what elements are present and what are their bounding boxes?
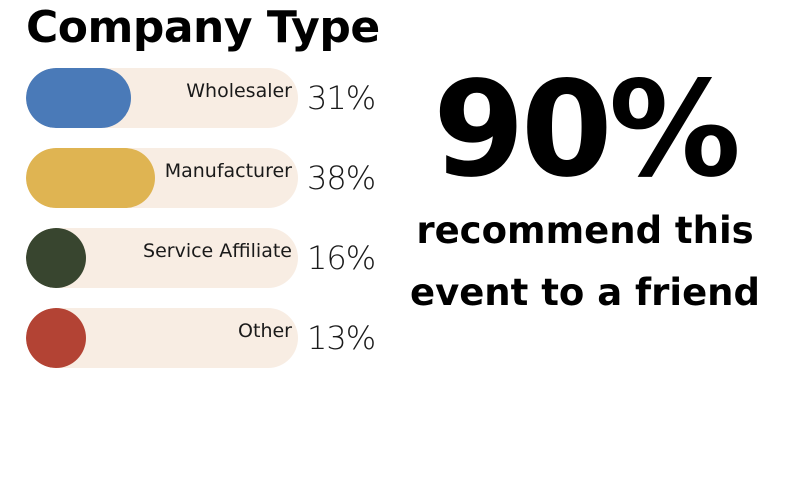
highlight-caption-line-1: recommend this bbox=[416, 209, 754, 252]
bar-row: Wholesaler 31% bbox=[26, 68, 396, 128]
bar bbox=[26, 308, 86, 368]
bar bbox=[26, 148, 156, 208]
bar-category-label: Manufacturer bbox=[164, 160, 292, 182]
bar-track: Other bbox=[26, 308, 298, 368]
bar-track: Service Affiliate bbox=[26, 228, 298, 288]
chart-title: Company Type bbox=[26, 2, 380, 53]
bar bbox=[26, 68, 132, 128]
bar-value-label: 38% bbox=[307, 159, 376, 197]
bar-value-label: 13% bbox=[307, 319, 376, 357]
bar-value-label: 31% bbox=[307, 79, 376, 117]
bar-category-label: Other bbox=[238, 320, 292, 342]
bar-category-label: Service Affiliate bbox=[143, 240, 292, 262]
bar-track: Wholesaler bbox=[26, 68, 298, 128]
highlight-stat: 90% recommend this event to a friend bbox=[400, 60, 770, 324]
bar-value-label: 16% bbox=[307, 239, 376, 277]
highlight-value: 90% bbox=[433, 53, 741, 207]
highlight-caption-line-2: event to a friend bbox=[409, 271, 760, 314]
bar-category-label: Wholesaler bbox=[186, 80, 292, 102]
bar-row: Other 13% bbox=[26, 308, 396, 368]
bar bbox=[26, 228, 86, 288]
bar-row: Manufacturer 38% bbox=[26, 148, 396, 208]
bar-row: Service Affiliate 16% bbox=[26, 228, 396, 288]
bar-track: Manufacturer bbox=[26, 148, 298, 208]
